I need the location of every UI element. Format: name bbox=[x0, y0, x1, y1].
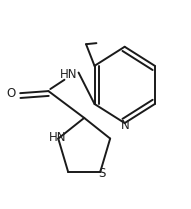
Text: S: S bbox=[98, 167, 106, 180]
Text: N: N bbox=[121, 119, 130, 132]
Text: HN: HN bbox=[49, 131, 66, 144]
Text: HN: HN bbox=[59, 68, 77, 81]
Text: O: O bbox=[6, 87, 15, 100]
